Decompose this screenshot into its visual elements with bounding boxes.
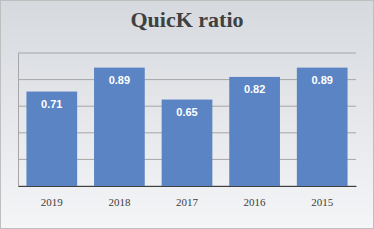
y-axis-line <box>18 54 19 187</box>
bars <box>26 68 347 186</box>
plot: 2019 2018 2017 2016 2015 0.71 0.89 0.65 0.82 0.89 <box>18 53 357 208</box>
bar <box>297 68 348 186</box>
x-tick: 2016 <box>244 186 267 208</box>
x-tick: 2017 <box>176 186 199 208</box>
x-axis-line <box>19 186 357 187</box>
x-tick: 2018 <box>108 186 130 208</box>
grid-line <box>18 53 356 54</box>
x-tick: 2019 <box>41 186 64 208</box>
bar <box>26 92 77 186</box>
grid <box>18 53 356 186</box>
x-tick: 2015 <box>311 186 334 208</box>
x-tick-label: 2015 <box>311 196 334 208</box>
data-label: 0.89 <box>109 74 130 86</box>
data-label: 0.89 <box>311 74 332 86</box>
bar <box>229 77 280 186</box>
data-label: 0.65 <box>176 106 197 118</box>
x-tick-label: 2017 <box>176 196 199 208</box>
bar <box>162 100 213 186</box>
data-label: 0.71 <box>41 98 62 110</box>
x-tick-label: 2019 <box>41 196 64 208</box>
background <box>1 1 374 229</box>
x-tick-label: 2016 <box>244 196 267 208</box>
title: QuicK ratio <box>130 7 243 32</box>
x-axis: 2019 2018 2017 2016 2015 <box>19 186 357 208</box>
data-label: 0.82 <box>244 83 265 95</box>
chart: QuicK ratio201920182017201620150.710.890… <box>0 0 374 229</box>
y-axis <box>18 54 20 187</box>
bar <box>94 68 145 186</box>
x-tick-label: 2018 <box>108 196 130 208</box>
data-labels: 0.71 0.89 0.65 0.82 0.89 <box>41 74 333 118</box>
